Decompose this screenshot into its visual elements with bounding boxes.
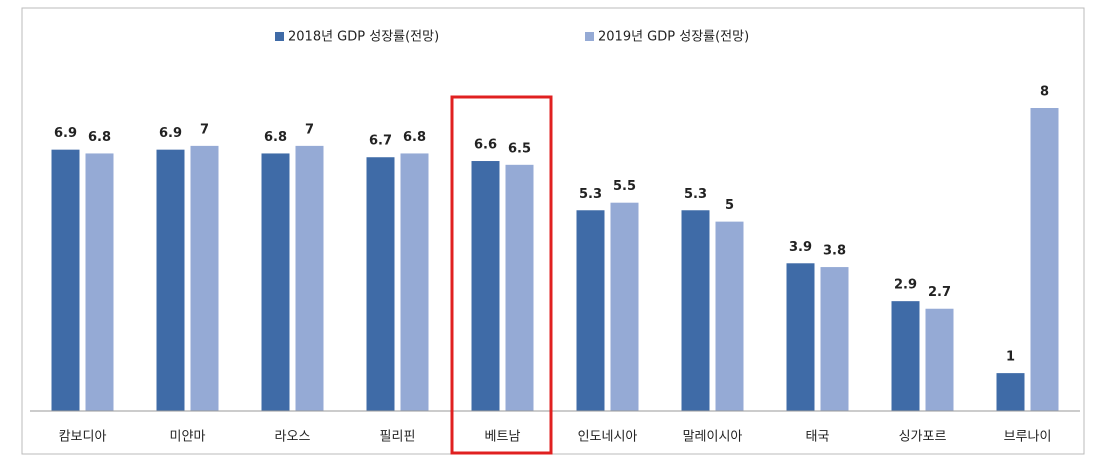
legend-label: 2019년 GDP 성장률(전망) (598, 30, 749, 45)
bar (925, 308, 954, 411)
bar (366, 157, 395, 411)
bar (610, 202, 639, 411)
value-label: 6.6 (474, 138, 497, 153)
value-label: 7 (200, 122, 209, 137)
value-label: 2.7 (928, 285, 951, 300)
legend-label: 2018년 GDP 성장률(전망) (288, 30, 439, 45)
value-label: 3.8 (823, 244, 846, 259)
bar (786, 263, 815, 411)
value-label: 3.9 (789, 240, 812, 255)
x-tick-label: 라오스 (275, 430, 311, 445)
x-tick-label: 싱가포르 (899, 430, 947, 445)
value-label: 6.7 (369, 134, 392, 149)
bar (715, 221, 744, 411)
value-label: 5 (725, 198, 734, 213)
value-label: 6.5 (508, 141, 531, 156)
highlight-box (450, 95, 553, 455)
value-label: 5.3 (579, 187, 602, 202)
bar (681, 210, 710, 411)
bar (400, 153, 429, 411)
value-label: 6.8 (264, 130, 287, 145)
x-tick-label: 필리핀 (380, 430, 416, 445)
value-label: 6.9 (159, 126, 182, 141)
value-label: 5.5 (613, 179, 636, 194)
value-label: 6.8 (88, 130, 111, 145)
bar (156, 149, 185, 411)
bar (505, 164, 534, 411)
bar (891, 301, 920, 411)
value-label: 6.8 (403, 130, 426, 145)
value-label: 8 (1040, 85, 1049, 100)
bar (820, 267, 849, 411)
legend-swatch (585, 32, 594, 41)
bar (190, 145, 219, 411)
value-label: 7 (305, 122, 314, 137)
value-label: 1 (1006, 350, 1015, 365)
x-tick-label: 미얀마 (170, 430, 206, 445)
bar (996, 373, 1025, 411)
value-label: 6.9 (54, 126, 77, 141)
x-tick-label: 인도네시아 (578, 430, 638, 445)
frame (21, 7, 1085, 455)
bar (576, 210, 605, 411)
bar (51, 149, 80, 411)
legend: 2018년 GDP 성장률(전망) 2019년 GDP 성장률(전망) (275, 30, 749, 45)
x-tick-label: 말레이시아 (683, 430, 743, 445)
bar (261, 153, 290, 411)
bar (471, 161, 500, 411)
x-tick-label: 베트남 (485, 430, 521, 445)
value-label: 2.9 (894, 278, 917, 293)
x-tick-label: 태국 (806, 430, 830, 445)
bar (85, 153, 114, 411)
x-tick-label: 브루나이 (1004, 430, 1052, 445)
legend-swatch (275, 32, 284, 41)
bar (295, 145, 324, 411)
bar (1030, 108, 1059, 411)
x-tick-label: 캄보디아 (59, 430, 107, 445)
value-label: 5.3 (684, 187, 707, 202)
